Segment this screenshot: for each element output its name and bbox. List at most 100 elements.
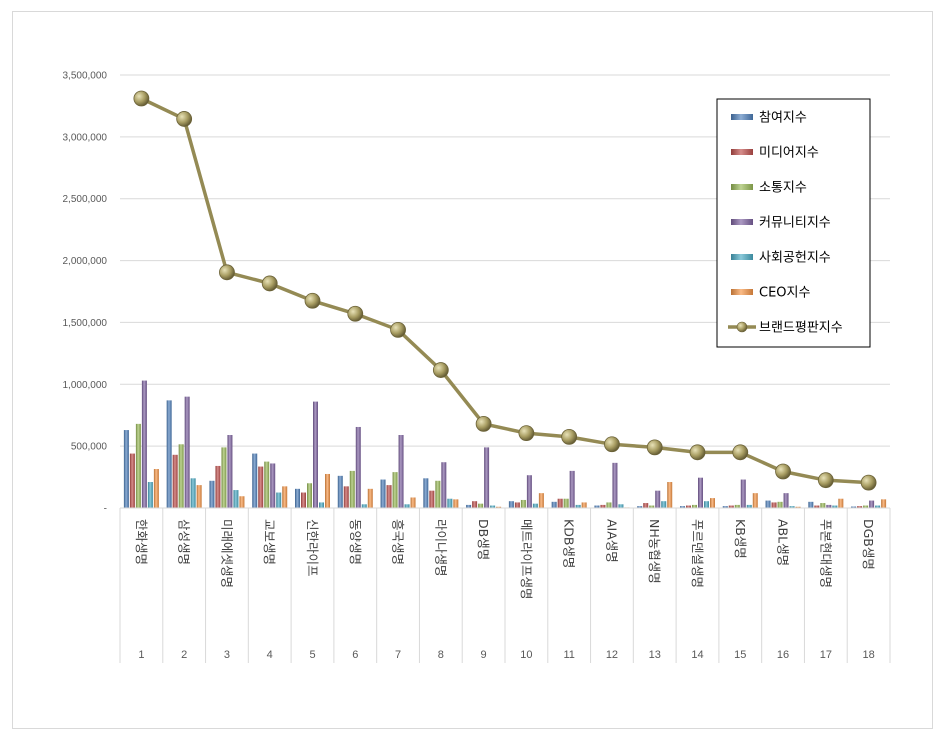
bar-CEO지수-7 xyxy=(410,497,416,508)
x-category-name: 교보생명 xyxy=(262,519,277,565)
bar-참여지수-2 xyxy=(166,400,172,508)
x-category-number: 18 xyxy=(862,649,874,661)
legend-marker-브랜드평판지수 xyxy=(736,321,748,333)
bar-소통지수-9 xyxy=(478,503,484,508)
bar-CEO지수-3 xyxy=(239,496,245,508)
bar-미디어지수-7 xyxy=(386,485,392,508)
x-category-number: 16 xyxy=(777,649,789,661)
x-category-name: 라이나생명 xyxy=(433,519,448,577)
point-브랜드평판지수-10 xyxy=(518,425,535,442)
legend-label-사회공헌지수: 사회공헌지수 xyxy=(759,251,831,266)
bar-미디어지수-14 xyxy=(686,505,691,508)
point-브랜드평판지수-18 xyxy=(860,474,877,491)
bar-소통지수-13 xyxy=(649,505,655,508)
bar-사회공헌지수-1 xyxy=(147,482,153,508)
bar-사회공헌지수-10 xyxy=(532,503,538,508)
point-브랜드평판지수-3 xyxy=(219,264,235,281)
bar-미디어지수-4 xyxy=(258,466,264,508)
x-category-number: 12 xyxy=(606,649,618,661)
bar-미디어지수-12 xyxy=(600,504,606,508)
bar-CEO지수-11 xyxy=(581,502,587,508)
bar-미디어지수-13 xyxy=(643,503,649,508)
x-category-name: 미래에셋생명 xyxy=(219,519,234,588)
bar-CEO지수-16 xyxy=(795,506,801,508)
bar-CEO지수-8 xyxy=(453,499,459,508)
bar-소통지수-3 xyxy=(221,447,227,508)
bar-참여지수-12 xyxy=(594,505,600,508)
y-tick-label: 3,000,000 xyxy=(63,132,108,143)
bar-소통지수-2 xyxy=(178,444,184,508)
point-브랜드평판지수-17 xyxy=(817,472,834,489)
bar-참여지수-15 xyxy=(722,506,728,508)
bar-CEO지수-13 xyxy=(667,482,673,508)
bar-커뮤니티지수-2 xyxy=(184,396,190,508)
legend-label-소통지수: 소통지수 xyxy=(759,181,807,196)
bar-커뮤니티지수-3 xyxy=(227,435,233,508)
x-category-number: 13 xyxy=(649,649,661,661)
bar-CEO지수-14 xyxy=(710,498,715,508)
bar-미디어지수-18 xyxy=(857,506,863,508)
bar-소통지수-5 xyxy=(307,483,312,508)
bar-참여지수-16 xyxy=(765,500,771,508)
legend-label-브랜드평판지수: 브랜드평판지수 xyxy=(759,321,843,336)
x-category-name: AIA생명 xyxy=(604,519,619,563)
x-category-name: 동양생명 xyxy=(348,519,363,565)
point-브랜드평판지수-8 xyxy=(432,362,449,378)
bar-CEO지수-2 xyxy=(196,485,202,508)
bar-미디어지수-8 xyxy=(429,490,435,508)
bar-커뮤니티지수-18 xyxy=(869,500,875,508)
x-category-name: 신한라이프 xyxy=(305,519,320,577)
bar-미디어지수-9 xyxy=(472,501,478,508)
bar-커뮤니티지수-14 xyxy=(698,477,703,508)
x-category-name: 한화생명 xyxy=(134,519,149,565)
bar-CEO지수-1 xyxy=(153,469,159,508)
legend-label-커뮤니티지수: 커뮤니티지수 xyxy=(759,216,831,231)
bar-소통지수-7 xyxy=(392,472,398,508)
bar-참여지수-8 xyxy=(423,478,429,508)
y-tick-label: - xyxy=(104,504,107,515)
bar-사회공헌지수-9 xyxy=(490,505,496,508)
bar-참여지수-13 xyxy=(637,506,643,508)
bar-커뮤니티지수-8 xyxy=(441,462,447,508)
bar-사회공헌지수-5 xyxy=(319,502,324,508)
bar-참여지수-3 xyxy=(209,480,215,508)
legend-label-미디어지수: 미디어지수 xyxy=(759,146,819,161)
legend-swatch-사회공헌지수 xyxy=(731,254,753,260)
bar-커뮤니티지수-17 xyxy=(826,504,832,508)
point-브랜드평판지수-4 xyxy=(261,275,278,292)
y-tick-label: 2,000,000 xyxy=(63,256,108,267)
x-category-name: 푸본현대생명 xyxy=(818,519,833,588)
bar-미디어지수-3 xyxy=(215,465,221,508)
point-브랜드평판지수-6 xyxy=(347,305,364,322)
bar-소통지수-15 xyxy=(734,504,740,508)
bar-참여지수-10 xyxy=(508,501,514,508)
x-category-name: 메트라이프생명 xyxy=(519,519,534,600)
bar-참여지수-4 xyxy=(252,453,258,508)
bar-사회공헌지수-7 xyxy=(404,504,410,508)
bar-커뮤니티지수-10 xyxy=(526,475,532,508)
point-브랜드평판지수-2 xyxy=(176,111,193,127)
x-category-name: KB생명 xyxy=(733,519,748,559)
x-category-number: 8 xyxy=(438,649,444,661)
bar-소통지수-11 xyxy=(563,498,569,508)
bar-커뮤니티지수-6 xyxy=(355,426,361,508)
bar-소통지수-8 xyxy=(435,480,441,508)
point-브랜드평판지수-15 xyxy=(732,444,749,461)
bar-커뮤니티지수-15 xyxy=(740,479,746,508)
legend-label-CEO지수: CEO지수 xyxy=(759,286,810,301)
x-category-number: 7 xyxy=(395,649,401,661)
point-브랜드평판지수-14 xyxy=(689,444,706,461)
x-category-number: 4 xyxy=(267,649,273,661)
bar-참여지수-18 xyxy=(851,506,857,508)
bar-사회공헌지수-11 xyxy=(575,504,581,508)
bar-CEO지수-4 xyxy=(282,486,288,508)
point-브랜드평판지수-16 xyxy=(775,463,791,480)
point-브랜드평판지수-12 xyxy=(604,436,620,453)
bar-커뮤니티지수-7 xyxy=(398,435,404,508)
bar-소통지수-16 xyxy=(777,501,783,508)
bar-사회공헌지수-14 xyxy=(704,501,709,508)
bar-미디어지수-6 xyxy=(343,486,349,508)
legend-swatch-참여지수 xyxy=(731,114,753,120)
point-브랜드평판지수-5 xyxy=(304,292,321,309)
